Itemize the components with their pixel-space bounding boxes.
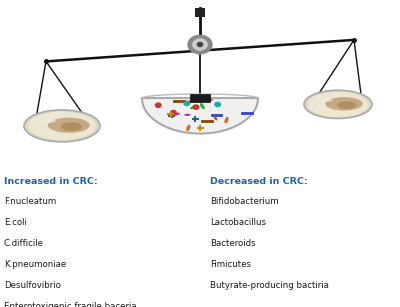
Ellipse shape — [42, 119, 56, 123]
Ellipse shape — [304, 90, 372, 119]
Text: Desulfovibrio: Desulfovibrio — [4, 281, 61, 290]
Circle shape — [215, 102, 220, 107]
Ellipse shape — [207, 99, 213, 101]
Ellipse shape — [326, 97, 363, 111]
Ellipse shape — [186, 125, 190, 131]
Ellipse shape — [174, 113, 180, 116]
Text: Increased in CRC:: Increased in CRC: — [4, 177, 98, 185]
Circle shape — [193, 39, 207, 50]
Ellipse shape — [308, 92, 368, 117]
Text: Enterotoxigenic fragile baceria: Enterotoxigenic fragile baceria — [4, 302, 137, 307]
Circle shape — [156, 103, 161, 107]
Ellipse shape — [190, 105, 198, 109]
Text: K.pneumoniae: K.pneumoniae — [4, 260, 66, 269]
Ellipse shape — [224, 117, 228, 123]
Ellipse shape — [200, 103, 205, 109]
Circle shape — [171, 111, 176, 115]
Text: Bifidobacterium: Bifidobacterium — [210, 197, 279, 206]
FancyBboxPatch shape — [190, 94, 210, 102]
Text: F.nucleatum: F.nucleatum — [4, 197, 56, 206]
Circle shape — [188, 35, 212, 54]
Ellipse shape — [184, 114, 191, 116]
Circle shape — [197, 42, 203, 47]
Text: Fimicutes: Fimicutes — [210, 260, 251, 269]
Text: Decreased in CRC:: Decreased in CRC: — [210, 177, 308, 185]
Ellipse shape — [320, 99, 332, 102]
Ellipse shape — [214, 116, 218, 120]
Text: Bacteroids: Bacteroids — [210, 239, 256, 248]
Circle shape — [184, 101, 190, 106]
Ellipse shape — [187, 99, 196, 103]
Circle shape — [193, 105, 199, 109]
Ellipse shape — [24, 110, 100, 142]
Ellipse shape — [61, 122, 82, 131]
Ellipse shape — [48, 118, 90, 133]
Ellipse shape — [337, 101, 356, 109]
Text: Lactobacillus: Lactobacillus — [210, 218, 266, 227]
Text: E.coli: E.coli — [4, 218, 27, 227]
Ellipse shape — [28, 112, 96, 140]
Polygon shape — [142, 98, 258, 134]
FancyBboxPatch shape — [195, 8, 205, 17]
Text: C.difficile: C.difficile — [4, 239, 44, 248]
Text: Butyrate-producing bactiria: Butyrate-producing bactiria — [210, 281, 329, 290]
